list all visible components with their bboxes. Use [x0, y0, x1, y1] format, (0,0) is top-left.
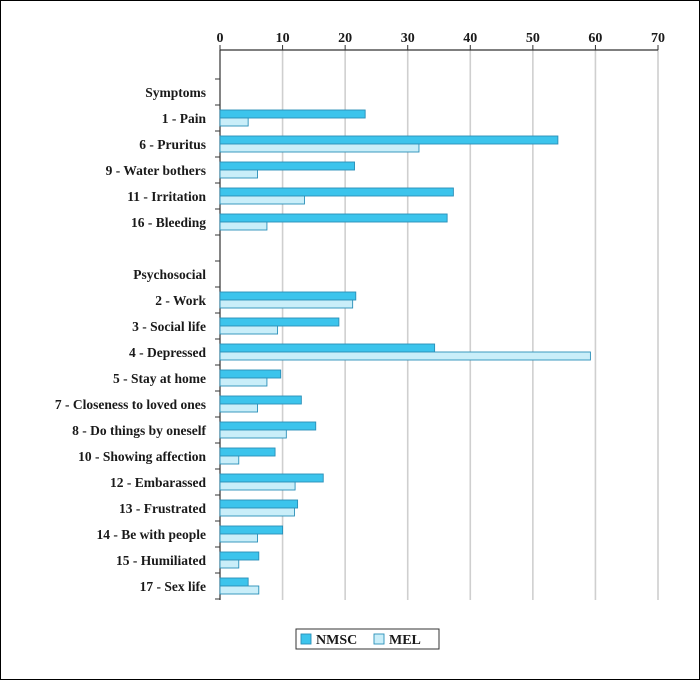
bar-nmsc-10	[219, 343, 436, 353]
bar-mel-18	[219, 559, 240, 569]
legend-box	[295, 628, 440, 650]
bar-nmsc-5	[219, 213, 448, 223]
bar-mel-8	[219, 299, 354, 309]
category-label: 7 - Closeness to loved ones	[55, 397, 206, 412]
bar-nmsc-3	[219, 161, 355, 171]
category-label: 11 - Irritation	[127, 189, 206, 204]
category-label: 3 - Social life	[132, 319, 206, 334]
bar-mel-15	[219, 481, 296, 491]
x-tick-label: 60	[588, 31, 602, 46]
bar-mel-1	[219, 117, 249, 127]
bar-nmsc-17	[219, 525, 284, 535]
category-label: 10 - Showing affection	[78, 449, 206, 464]
bar-mel-9	[219, 325, 279, 335]
bar-mel-17	[219, 533, 258, 543]
legend-swatch-nmsc	[300, 633, 312, 645]
x-tick-label: 70	[651, 31, 665, 46]
category-label: 4 - Depressed	[129, 345, 206, 360]
bar-mel-4	[219, 195, 305, 205]
bar-nmsc-13	[219, 421, 317, 431]
category-label: 14 - Be with people	[97, 527, 207, 542]
category-label: Psychosocial	[133, 267, 206, 282]
bar-nmsc-16	[219, 499, 299, 509]
category-label: 17 - Sex life	[140, 579, 206, 594]
bar-mel-12	[219, 403, 258, 413]
x-tick-label: 30	[401, 31, 415, 46]
bar-mel-3	[219, 169, 258, 179]
legend-label-nmsc: NMSC	[316, 633, 357, 648]
bar-nmsc-11	[219, 369, 282, 379]
category-label: Symptoms	[145, 85, 206, 100]
x-tick-label: 20	[338, 31, 352, 46]
category-label: 16 - Bleeding	[131, 215, 206, 230]
x-tick-label: 10	[276, 31, 290, 46]
category-label: 15 - Humiliated	[116, 553, 206, 568]
bar-mel-2	[219, 143, 420, 153]
legend-swatch-mel	[373, 633, 385, 645]
bar-nmsc-12	[219, 395, 302, 405]
bar-nmsc-14	[219, 447, 276, 457]
bar-mel-5	[219, 221, 268, 231]
bar-mel-19	[219, 585, 260, 595]
bar-mel-11	[219, 377, 268, 387]
x-tick-label: 50	[526, 31, 540, 46]
x-tick-label: 40	[463, 31, 477, 46]
category-label: 2 - Work	[155, 293, 206, 308]
bar-mel-14	[219, 455, 240, 465]
x-tick-label: 0	[217, 31, 224, 46]
bar-nmsc-19	[219, 577, 249, 587]
category-label: 1 - Pain	[162, 111, 207, 126]
bar-mel-10	[219, 351, 591, 361]
bar-nmsc-4	[219, 187, 454, 197]
category-label: 13 - Frustrated	[119, 501, 206, 516]
legend-label-mel: MEL	[389, 633, 421, 648]
category-label: 9 - Water bothers	[106, 163, 206, 178]
bar-nmsc-1	[219, 109, 366, 119]
category-label: 6 - Pruritus	[139, 137, 206, 152]
bar-mel-13	[219, 429, 287, 439]
category-label: 8 - Do things by oneself	[72, 423, 206, 438]
category-label: 12 - Embarassed	[110, 475, 206, 490]
bar-nmsc-8	[219, 291, 357, 301]
bar-nmsc-15	[219, 473, 324, 483]
bar-nmsc-18	[219, 551, 260, 561]
bar-mel-16	[219, 507, 295, 517]
category-label: 5 - Stay at home	[113, 371, 206, 386]
bar-nmsc-2	[219, 135, 559, 145]
bar-nmsc-9	[219, 317, 340, 327]
